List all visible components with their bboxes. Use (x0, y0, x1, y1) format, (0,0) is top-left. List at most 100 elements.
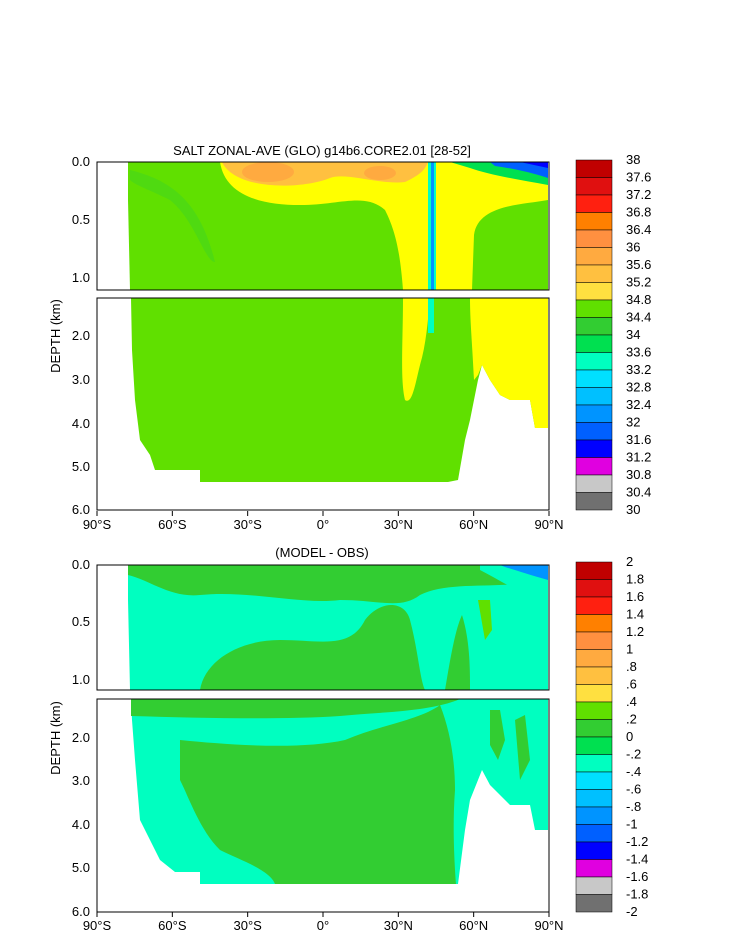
x-tick-label: 60°N (459, 517, 488, 532)
salt-ylabel: DEPTH (km) (48, 299, 63, 373)
x-tick-label: 0° (317, 918, 329, 933)
colorbar-swatch (575, 229, 613, 248)
colorbar-swatch (575, 736, 613, 755)
colorbar-label: 32.8 (626, 380, 651, 395)
colorbar-swatch (575, 824, 613, 843)
colorbar-label: -.2 (626, 747, 641, 762)
colorbar-swatch (575, 247, 613, 266)
colorbar-swatch (575, 771, 613, 790)
diff-ylabel: DEPTH (km) (48, 701, 63, 775)
diff-ytick: 0.5 (72, 614, 90, 629)
colorbar-label: -.8 (626, 799, 641, 814)
salt-ytick: 3.0 (72, 372, 90, 387)
diff-lower-field (96, 698, 550, 913)
x-tick-label: 30°S (233, 918, 262, 933)
colorbar-label: -2 (626, 904, 638, 919)
salt-title: SALT ZONAL-AVE (GLO) g14b6.CORE2.01 [28-… (173, 143, 471, 158)
colorbar-label: 31.6 (626, 432, 651, 447)
x-tick-label: 30°N (384, 517, 413, 532)
colorbar-label: -1.2 (626, 834, 648, 849)
x-tick-label: 30°N (384, 918, 413, 933)
colorbar-swatch (575, 614, 613, 633)
salt-ytick: 4.0 (72, 416, 90, 431)
colorbar-swatch (575, 894, 613, 913)
colorbar-label: 38 (626, 152, 640, 167)
salt-ytick: 5.0 (72, 459, 90, 474)
colorbar-swatch (575, 334, 613, 353)
colorbar-swatch (575, 806, 613, 825)
diff-ytick: 4.0 (72, 817, 90, 832)
x-tick-label: 60°S (158, 517, 187, 532)
colorbar-label: 30 (626, 502, 640, 517)
colorbar-swatch (575, 264, 613, 283)
colorbar-swatch (575, 422, 613, 441)
colorbar-swatch (575, 474, 613, 493)
x-tick-label: 90°N (534, 918, 563, 933)
colorbar-label: 34.8 (626, 292, 651, 307)
colorbar-swatch (575, 159, 613, 178)
colorbar-label: 31.2 (626, 450, 651, 465)
colorbar-label: 32 (626, 415, 640, 430)
colorbar-swatch (575, 317, 613, 336)
colorbar-label: .8 (626, 659, 637, 674)
colorbar-label: .6 (626, 677, 637, 692)
salt-ytick: 1.0 (72, 270, 90, 285)
x-tick-label: 0° (317, 517, 329, 532)
colorbar-swatch (575, 754, 613, 773)
colorbar-swatch (575, 194, 613, 213)
colorbar-label: -1 (626, 817, 638, 832)
colorbar-label: 1.8 (626, 572, 644, 587)
colorbar-swatch (575, 876, 613, 895)
colorbar-swatch (575, 684, 613, 703)
salt-upper-field (96, 161, 550, 291)
diff-colorbar: 21.81.61.41.21.8.6.4.20-.2-.4-.6-.8-1-1.… (575, 554, 648, 919)
colorbar-label: 33.2 (626, 362, 651, 377)
colorbar-swatch (575, 352, 613, 371)
colorbar-swatch (575, 719, 613, 738)
diff-ytick: 6.0 (72, 904, 90, 919)
colorbar-label: 37.2 (626, 187, 651, 202)
colorbar-swatch (575, 369, 613, 388)
x-tick-label: 60°S (158, 918, 187, 933)
diff-ytick: 1.0 (72, 672, 90, 687)
colorbar-label: .4 (626, 694, 637, 709)
colorbar-swatch (575, 701, 613, 720)
salt-colorbar: 38 37.6 37.2 36.8 36.4 36 35.6 35.2 34.8 34.4 34 33… (575, 152, 651, 517)
colorbar-label: 36.8 (626, 205, 651, 220)
colorbar-swatch (575, 404, 613, 423)
diff-panel: (MODEL - OBS) DEPTH (km) 0.0 0.5 1.0 2.0… (48, 545, 648, 933)
diff-title: (MODEL - OBS) (275, 545, 368, 560)
diff-ytick: 3.0 (72, 773, 90, 788)
colorbar-swatch (575, 299, 613, 318)
colorbar-label: 36 (626, 240, 640, 255)
colorbar-label: 32.4 (626, 397, 651, 412)
colorbar-label: -.6 (626, 782, 641, 797)
colorbar-label: 1 (626, 642, 633, 657)
colorbar-label: 33.6 (626, 345, 651, 360)
colorbar-swatch (575, 387, 613, 406)
colorbar-swatch (575, 859, 613, 878)
colorbar-label: 35.6 (626, 257, 651, 272)
colorbar-label: -1.8 (626, 887, 648, 902)
colorbar-swatch (575, 439, 613, 458)
colorbar-label: 2 (626, 554, 633, 569)
salt-ytick: 0.0 (72, 154, 90, 169)
colorbar-label: .2 (626, 712, 637, 727)
colorbar-swatch (575, 789, 613, 808)
diff-ytick: 5.0 (72, 860, 90, 875)
salt-ytick: 6.0 (72, 502, 90, 517)
salt-lower-field (96, 297, 550, 511)
salt-max-core (242, 162, 294, 182)
colorbar-label: 1.4 (626, 607, 644, 622)
colorbar-swatch (575, 579, 613, 598)
colorbar-label: -1.6 (626, 869, 648, 884)
colorbar-swatch (575, 177, 613, 196)
diff-deep-positive (180, 705, 456, 884)
colorbar-label: -.4 (626, 764, 641, 779)
diff-ytick: 0.0 (72, 557, 90, 572)
colorbar-label: 34.4 (626, 310, 651, 325)
colorbar-swatch (575, 282, 613, 301)
colorbar-label: 0 (626, 729, 633, 744)
colorbar-label: -1.4 (626, 852, 648, 867)
